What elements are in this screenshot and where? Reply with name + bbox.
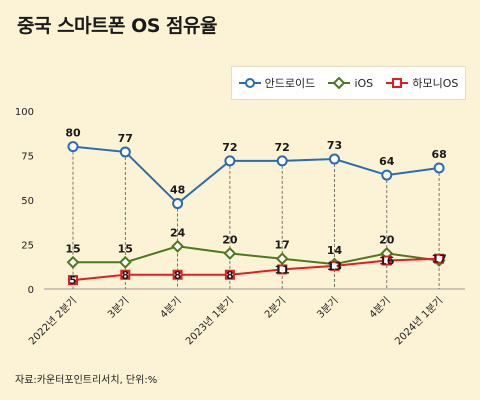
legend-label-harmonyos: 하모니OS <box>412 77 459 90</box>
x-tick-label: 2분기 <box>262 295 288 321</box>
data-label: 15 <box>118 242 133 255</box>
chart-title: 중국 스마트폰 OS 점유율 <box>17 15 218 37</box>
point-marker <box>329 153 340 165</box>
point-marker <box>223 246 237 260</box>
data-label: 68 <box>431 148 446 161</box>
point-marker <box>66 255 80 269</box>
legend-marker-harmonyos <box>386 78 409 88</box>
data-label: 20 <box>379 233 395 246</box>
legend-item-harmonyos: 하모니OS <box>386 75 458 91</box>
x-tick-label: 2024년 1분기 <box>392 295 445 348</box>
legend-marker-android <box>238 78 261 88</box>
y-tick-label: 50 <box>21 196 34 207</box>
point-marker <box>277 264 288 275</box>
series-line <box>72 257 440 282</box>
data-label: 8 <box>121 269 129 282</box>
legend-label-ios: iOS <box>354 76 374 90</box>
series-line <box>72 145 440 205</box>
point-marker <box>381 169 393 181</box>
data-label: 77 <box>118 132 133 145</box>
data-label: 8 <box>226 269 234 282</box>
point-marker <box>381 255 392 266</box>
data-label: 14 <box>327 244 343 257</box>
data-label: 17 <box>275 239 290 252</box>
point-marker <box>224 269 235 280</box>
data-label: 73 <box>327 139 342 152</box>
point-marker <box>275 252 289 266</box>
source-note: 자료:카운터포인트리서치, 단위:% <box>15 375 158 386</box>
data-label: 64 <box>379 155 395 168</box>
y-tick-label: 100 <box>15 107 34 118</box>
data-label: 16 <box>379 255 395 268</box>
point-marker <box>120 269 131 280</box>
point-marker <box>68 275 78 286</box>
data-label: 24 <box>170 226 186 239</box>
x-tick-label: 2022년 2분기 <box>26 295 79 348</box>
point-marker <box>329 260 340 271</box>
point-marker <box>119 146 131 158</box>
x-tick-label: 4분기 <box>158 295 184 321</box>
point-marker <box>118 255 132 269</box>
data-label: 13 <box>327 260 342 273</box>
data-label: 17 <box>431 253 446 266</box>
data-label: 72 <box>275 141 290 154</box>
y-tick-label: 75 <box>21 152 34 163</box>
point-marker <box>434 253 445 264</box>
x-tick-label: 4분기 <box>367 295 393 321</box>
point-marker <box>171 239 185 253</box>
data-label: 8 <box>174 269 182 282</box>
legend-label-android: 안드로이드 <box>264 77 316 90</box>
point-marker <box>172 198 184 210</box>
data-label: 20 <box>222 233 238 246</box>
point-marker <box>172 269 183 280</box>
data-label: 48 <box>170 184 185 197</box>
x-tick-label: 3분기 <box>315 295 341 321</box>
y-tick-label: 0 <box>28 285 34 296</box>
y-tick-label: 25 <box>21 241 34 252</box>
data-label: 72 <box>222 141 237 154</box>
data-label: 5 <box>69 274 77 287</box>
legend-marker-ios <box>328 77 351 89</box>
legend-item-ios: iOS <box>328 77 373 90</box>
series-line <box>73 245 440 266</box>
legend: 안드로이드 iOS 하모니OS <box>231 66 466 100</box>
point-marker <box>276 155 288 167</box>
point-marker <box>67 141 79 153</box>
legend-item-android: 안드로이드 <box>238 75 316 91</box>
x-tick-label: 3분기 <box>105 295 131 321</box>
point-marker <box>433 162 445 174</box>
x-tick-label: 2023년 1분기 <box>183 295 236 348</box>
data-label: 80 <box>65 127 81 140</box>
data-label: 11 <box>275 263 290 276</box>
point-marker <box>224 155 236 167</box>
data-label: 15 <box>65 242 80 255</box>
